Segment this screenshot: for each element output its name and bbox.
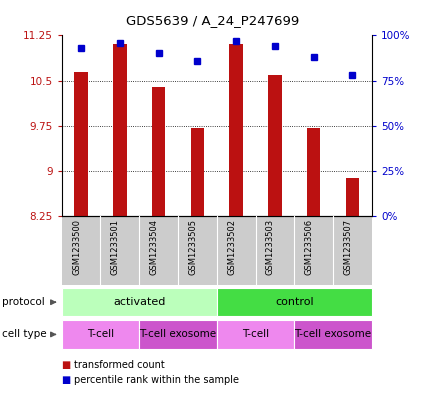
Text: activated: activated (113, 297, 165, 307)
Text: protocol: protocol (2, 297, 45, 307)
Text: GSM1233500: GSM1233500 (72, 219, 81, 275)
Text: T-cell exosome: T-cell exosome (139, 329, 216, 340)
Text: GSM1233501: GSM1233501 (111, 219, 120, 275)
Text: T-cell: T-cell (242, 329, 269, 340)
Bar (346, 178, 359, 216)
Text: T-cell exosome: T-cell exosome (295, 329, 371, 340)
Bar (113, 44, 127, 216)
Bar (74, 72, 88, 216)
Text: GDS5639 / A_24_P247699: GDS5639 / A_24_P247699 (126, 14, 299, 27)
Text: GSM1233504: GSM1233504 (150, 219, 159, 275)
Text: percentile rank within the sample: percentile rank within the sample (74, 375, 239, 385)
Text: T-cell: T-cell (87, 329, 114, 340)
Text: GSM1233506: GSM1233506 (305, 219, 314, 275)
Bar (307, 128, 320, 216)
Text: ■: ■ (62, 375, 71, 385)
Text: GSM1233503: GSM1233503 (266, 219, 275, 275)
Text: ■: ■ (62, 360, 71, 370)
Text: GSM1233505: GSM1233505 (188, 219, 197, 275)
Text: GSM1233502: GSM1233502 (227, 219, 236, 275)
Bar (230, 44, 243, 216)
Bar (190, 128, 204, 216)
Bar (268, 75, 282, 216)
Text: transformed count: transformed count (74, 360, 165, 370)
Text: control: control (275, 297, 314, 307)
Text: GSM1233507: GSM1233507 (343, 219, 352, 275)
Bar (152, 86, 165, 216)
Text: cell type: cell type (2, 329, 47, 340)
